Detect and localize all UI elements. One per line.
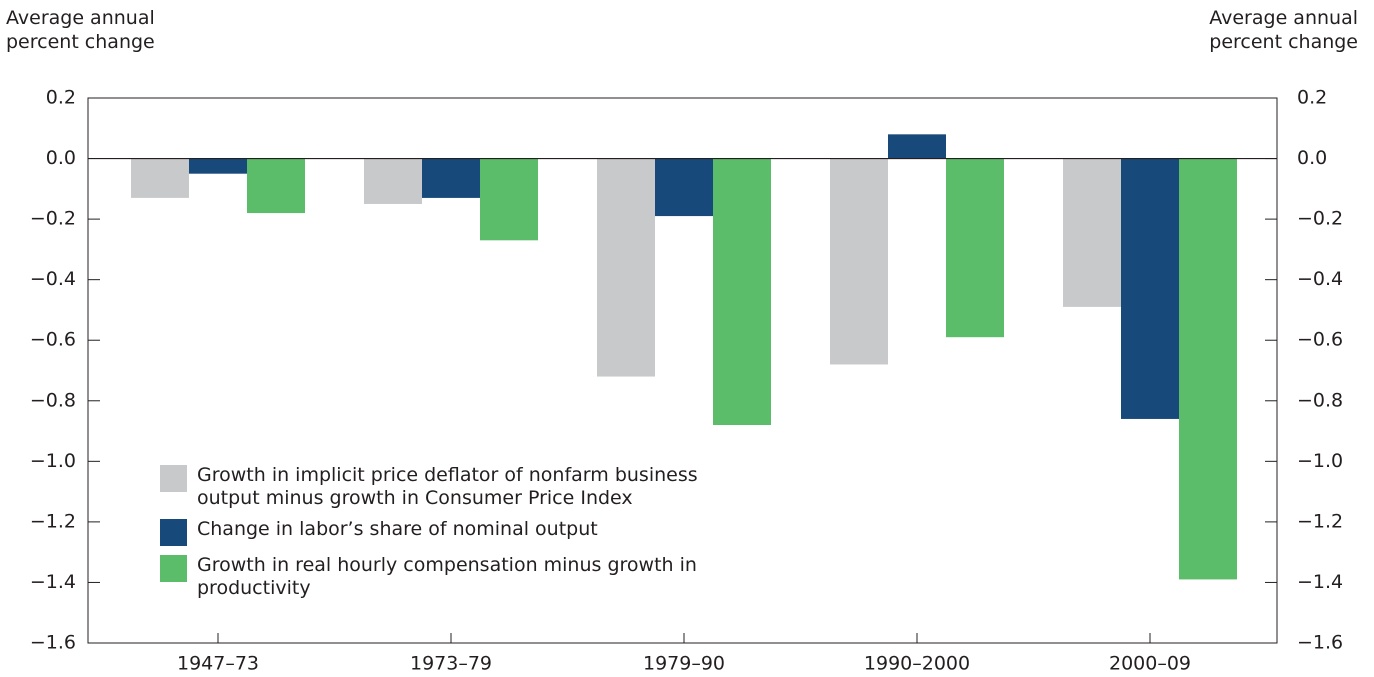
legend-label: Growth in real hourly compensation minus… (197, 554, 697, 599)
y2-tick-label: −0.2 (1297, 208, 1343, 230)
bar (189, 158, 247, 174)
x-tick-label: 1979–90 (643, 653, 725, 675)
bar (713, 158, 771, 426)
legend-swatch (160, 519, 187, 546)
bar (1121, 158, 1179, 419)
x-tick-label: 1990–2000 (864, 653, 970, 675)
y-tick-label: −1.0 (30, 450, 76, 472)
x-tick-label: 1973–79 (410, 653, 492, 675)
legend-swatch (160, 465, 187, 492)
legend-item: Change in labor’s share of nominal outpu… (160, 518, 740, 546)
y-tick-label: −0.6 (30, 329, 76, 351)
y2-tick-label: −1.2 (1297, 510, 1343, 532)
bar (422, 158, 480, 198)
legend: Growth in implicit price deflator of non… (160, 464, 740, 608)
x-tick-label: 1947–73 (177, 653, 259, 675)
y2-axis-title: Average annual percent change (1209, 7, 1358, 53)
legend-label: Growth in implicit price deflator of non… (197, 464, 698, 509)
y-tick-label: −1.6 (30, 632, 76, 654)
bar (131, 158, 189, 198)
y-tick-label: 0.0 (46, 147, 76, 169)
y2-tick-label: −1.6 (1297, 632, 1343, 654)
bar (247, 158, 305, 214)
y-tick-label: 0.2 (46, 87, 76, 109)
bar (364, 158, 422, 204)
y-tick-label: −0.4 (30, 268, 76, 290)
y-tick-label: −0.8 (30, 389, 76, 411)
y2-tick-label: −1.0 (1297, 450, 1343, 472)
legend-label: Change in labor’s share of nominal outpu… (197, 518, 598, 540)
bar (597, 158, 655, 377)
y2-tick-label: −0.6 (1297, 329, 1343, 351)
bar (480, 158, 538, 241)
y-tick-label: −0.2 (30, 208, 76, 230)
y-axis-title: Average annual percent change (6, 7, 155, 53)
bar (1179, 158, 1237, 580)
legend-item: Growth in real hourly compensation minus… (160, 554, 740, 600)
bar (888, 134, 946, 159)
bar (1063, 158, 1121, 307)
plot-frame (87, 97, 1278, 644)
y2-tick-label: −0.4 (1297, 268, 1343, 290)
bar (946, 158, 1004, 338)
bar (655, 158, 713, 217)
y-tick-label: −1.4 (30, 571, 76, 593)
legend-item: Growth in implicit price deflator of non… (160, 464, 740, 510)
y2-tick-label: −0.8 (1297, 389, 1343, 411)
legend-swatch (160, 555, 187, 582)
x-tick-label: 2000–09 (1109, 653, 1191, 675)
y2-tick-label: 0.0 (1297, 147, 1327, 169)
y2-tick-label: −1.4 (1297, 571, 1343, 593)
bar (830, 158, 888, 365)
y-tick-label: −1.2 (30, 510, 76, 532)
y2-tick-label: 0.2 (1297, 87, 1327, 109)
